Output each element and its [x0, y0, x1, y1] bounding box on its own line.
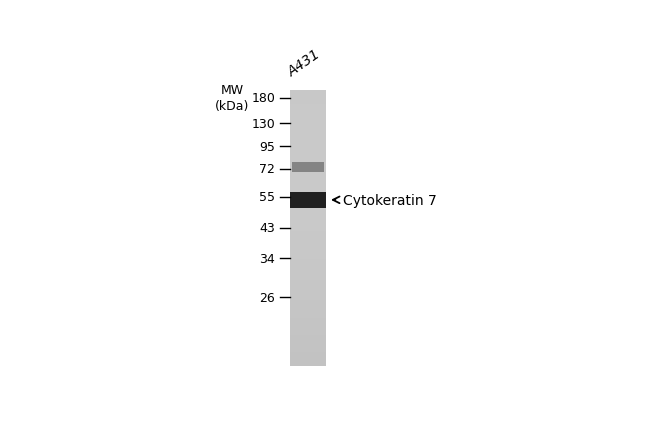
Bar	[291, 111, 326, 115]
Bar	[291, 259, 326, 263]
Bar	[291, 363, 326, 366]
Text: 34: 34	[259, 252, 275, 265]
Bar	[291, 173, 326, 177]
Bar	[291, 132, 326, 135]
Bar	[291, 156, 326, 159]
Text: 180: 180	[252, 92, 275, 105]
Bar	[291, 287, 326, 290]
Bar	[291, 328, 326, 331]
Text: 43: 43	[259, 222, 275, 235]
Bar	[291, 121, 326, 125]
Bar	[291, 180, 326, 184]
Bar	[291, 222, 326, 225]
Bar	[291, 98, 326, 101]
Text: A431: A431	[285, 47, 323, 80]
Bar	[291, 308, 326, 311]
Bar	[291, 104, 326, 108]
Bar	[291, 163, 326, 166]
Bar	[291, 218, 326, 222]
Bar	[291, 349, 326, 352]
Bar	[291, 304, 326, 308]
Bar	[291, 187, 326, 190]
Bar	[291, 339, 326, 342]
Bar	[291, 207, 326, 211]
Bar	[291, 266, 326, 270]
Bar	[291, 356, 326, 359]
Bar	[291, 239, 326, 242]
Bar	[291, 249, 326, 252]
Text: 55: 55	[259, 190, 275, 204]
Bar	[291, 108, 326, 111]
Bar	[291, 359, 326, 363]
Bar	[291, 184, 326, 187]
Bar	[291, 256, 326, 259]
Bar	[291, 283, 326, 287]
Bar	[291, 101, 326, 104]
Bar	[291, 263, 326, 266]
Bar	[291, 294, 326, 297]
Bar	[291, 318, 326, 321]
Bar	[291, 201, 326, 204]
Bar	[291, 142, 326, 146]
Bar	[291, 94, 326, 98]
Bar	[291, 153, 326, 156]
Bar	[291, 170, 326, 173]
Bar	[291, 273, 326, 276]
Bar	[291, 90, 326, 94]
Bar	[291, 342, 326, 345]
Bar	[291, 125, 326, 128]
Bar	[291, 280, 326, 283]
Text: 72: 72	[259, 163, 275, 176]
Bar	[291, 197, 326, 201]
Bar	[291, 235, 326, 239]
Bar	[291, 128, 326, 132]
Bar	[291, 149, 326, 153]
Bar	[291, 297, 326, 301]
Bar	[291, 211, 326, 214]
Text: 130: 130	[252, 118, 275, 130]
Bar	[291, 301, 326, 304]
Bar	[291, 314, 326, 318]
Bar	[291, 204, 326, 207]
Text: 95: 95	[259, 141, 275, 153]
Bar	[291, 177, 326, 180]
Bar	[291, 194, 326, 197]
Bar	[291, 242, 326, 245]
Bar	[291, 159, 326, 163]
Bar	[291, 325, 326, 328]
Bar	[291, 166, 326, 170]
Bar	[291, 193, 326, 208]
Bar	[291, 276, 326, 280]
Bar	[291, 228, 326, 232]
Bar	[291, 225, 326, 228]
Bar	[291, 331, 326, 335]
Text: Cytokeratin 7: Cytokeratin 7	[343, 193, 437, 207]
Bar	[291, 190, 326, 194]
Text: 26: 26	[259, 291, 275, 304]
Bar	[291, 146, 326, 149]
Bar	[291, 115, 326, 118]
Bar	[291, 139, 326, 142]
Bar	[292, 163, 324, 172]
Bar	[291, 345, 326, 349]
Text: MW
(kDa): MW (kDa)	[215, 84, 250, 113]
Bar	[291, 214, 326, 218]
Bar	[291, 245, 326, 249]
Bar	[291, 335, 326, 339]
Bar	[291, 352, 326, 356]
Bar	[291, 270, 326, 273]
Bar	[291, 321, 326, 325]
Bar	[291, 232, 326, 235]
Bar	[291, 252, 326, 256]
Bar	[291, 290, 326, 294]
Bar	[291, 135, 326, 139]
Bar	[291, 311, 326, 314]
Bar	[291, 118, 326, 121]
